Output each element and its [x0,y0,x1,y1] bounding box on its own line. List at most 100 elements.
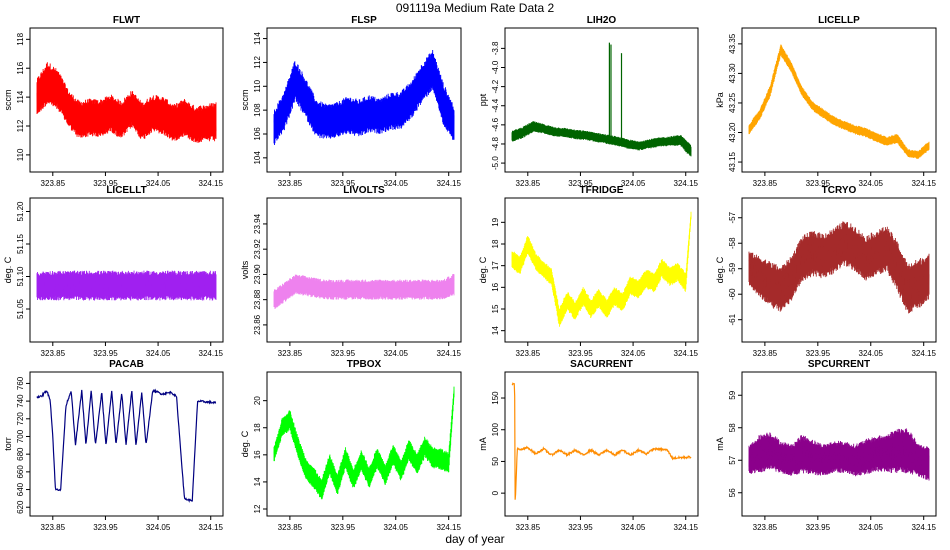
x-tick-label: 324.15 [674,179,699,188]
panel-pacab: PACAB 323.85 323.95 324.05 324.15 620 640 660 68… [3,359,224,532]
x-tick-label: 323.95 [93,179,118,188]
panel-lih2o: LIH2O 323.85 323.95 324.05 324.15 -5.0 -4.8 -4.… [478,15,699,188]
y-tick-label: 59 [728,390,737,399]
panel-licellp: LICELLP 323.85 323.95 324.05 324.15 43.15 43.2… [715,15,937,188]
y-tick-label: 12 [253,504,262,513]
x-tick-label: 324.15 [199,523,224,532]
y-tick-label: 100 [491,423,500,437]
y-tick-label: 106 [253,127,262,141]
panel-sacurrent: SACURRENT 323.85 323.95 324.05 324.15 0 50 100 1… [478,359,699,532]
y-tick-label: -4.0 [491,60,500,74]
series-line-sacurrent [511,382,692,500]
y-axis-label: torr [3,437,13,451]
series-line-tpbox [273,390,455,494]
panel-tpbox: TPBOX 323.85 323.95 324.05 324.15 12 14 16 18 20 d… [240,359,462,532]
x-tick-label: 324.15 [199,179,224,188]
panel-licellt: LICELLT 323.85 323.95 324.05 324.15 51.05 51.1… [3,185,224,358]
y-tick-label: 112 [253,56,262,69]
panel-title: TFRIDGE [580,185,624,196]
panel-tfridge: TFRIDGE 323.85 323.95 324.05 324.15 14 15 16 17 1… [478,185,699,358]
plot-frame [29,27,224,173]
panel-title: TCRYO [822,185,857,196]
y-tick-label: 43.20 [728,122,737,143]
panel-spcurrent: SPCURRENT 323.85 323.95 324.05 324.15 56 57 58 5… [715,359,937,532]
x-tick-label: 324.05 [146,179,171,188]
series-spcurrent [748,428,930,481]
series-line-lih2o [511,122,692,154]
panel-livolts: LIVOLTS 323.85 323.95 324.05 324.15 23.86 23.8… [240,185,462,358]
y-axis-label: deg. C [3,256,13,283]
y-tick-label: 18 [253,423,262,432]
y-tick-label: 104 [253,151,262,165]
x-tick-label: 323.95 [93,349,118,358]
y-axis-label: kPa [715,92,725,108]
x-tick-label: 323.85 [41,349,66,358]
panel-title: SPCURRENT [808,359,870,370]
y-axis-label: sccm [3,90,13,111]
panel-title: FLWT [113,15,140,26]
y-tick-label: 43.25 [728,92,737,113]
y-tick-label: 14 [491,326,500,335]
x-tick-label: 323.85 [278,349,303,358]
y-tick-label: 110 [16,148,25,161]
y-tick-label: 760 [16,376,25,390]
x-tick-label: 323.95 [331,179,356,188]
plot-frame [741,27,937,173]
plot-frame [741,371,937,517]
panel-title: LICELLP [818,15,860,26]
x-tick-label: 324.15 [436,349,461,358]
plot-frame [266,27,462,173]
x-tick-label: 324.05 [384,523,409,532]
x-tick-label: 324.15 [436,523,461,532]
y-axis-label: ppt [478,93,488,106]
x-tick-label: 323.85 [753,179,778,188]
x-tick-label: 324.05 [859,179,884,188]
y-tick-label: 16 [253,450,262,459]
y-tick-label: 18 [491,239,500,248]
plot-frame [266,197,462,343]
figure-title: 091119a Medium Rate Data 2 [396,1,555,15]
y-tick-label: 23.86 [253,314,262,335]
x-tick-label: 324.05 [384,349,409,358]
y-tick-label: 116 [16,61,25,74]
y-tick-label: 680 [16,447,25,461]
x-tick-label: 323.95 [806,523,831,532]
panel-title: PACAB [109,359,144,370]
x-tick-label: 323.85 [753,349,778,358]
plot-frame [504,197,699,343]
panel-title: LIVOLTS [343,185,385,196]
y-tick-label: 720 [16,412,25,426]
series-flwt [36,62,217,143]
plot-frame [741,197,937,343]
y-tick-label: 700 [16,429,25,443]
figure-xlabel: day of year [445,532,504,546]
y-tick-label: -4.6 [491,117,500,131]
series-sacurrent [511,382,692,500]
y-axis-label: deg. C [715,256,725,283]
x-tick-label: 323.85 [516,349,541,358]
series-line-spcurrent [748,439,930,471]
y-tick-label: -3.8 [491,41,500,55]
plot-frame [29,197,224,343]
y-tick-label: -4.4 [491,98,500,112]
y-tick-label: 0 [491,490,500,495]
x-tick-label: 324.05 [859,523,884,532]
y-tick-label: 23.94 [253,213,262,234]
y-tick-label: 14 [253,477,262,486]
y-axis-label: mA [715,437,725,451]
x-tick-label: 323.85 [41,179,66,188]
x-tick-label: 323.95 [806,349,831,358]
panel-grid: FLWT 323.85 323.95 324.05 324.15 110 112 114 116… [3,15,937,532]
y-tick-label: 620 [16,500,25,514]
series-line-flwt [36,76,217,133]
y-tick-label: 150 [491,391,500,405]
panel-title: LICELLT [106,185,146,196]
plot-frame [504,27,699,173]
y-axis-label: deg. C [478,256,488,283]
plot-frame [266,371,462,517]
x-tick-label: 323.95 [806,179,831,188]
y-axis-label: volts [240,260,250,279]
y-axis-label: deg. C [240,430,250,457]
y-tick-label: 660 [16,465,25,479]
x-tick-label: 324.05 [859,349,884,358]
